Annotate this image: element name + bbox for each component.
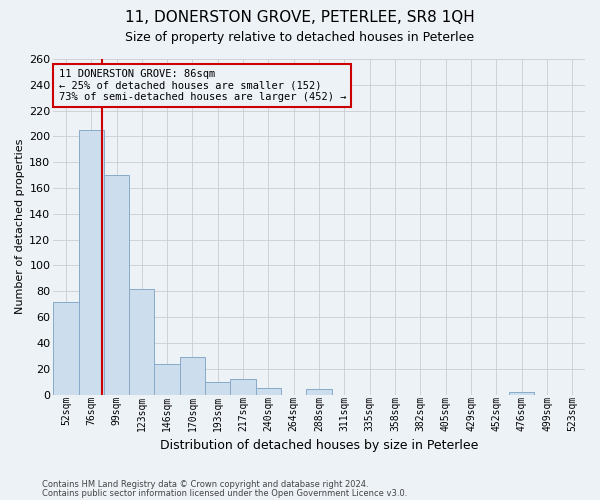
Text: Contains HM Land Registry data © Crown copyright and database right 2024.: Contains HM Land Registry data © Crown c… xyxy=(42,480,368,489)
Bar xyxy=(307,390,332,394)
Bar xyxy=(104,175,129,394)
Bar xyxy=(205,382,230,394)
Text: 11, DONERSTON GROVE, PETERLEE, SR8 1QH: 11, DONERSTON GROVE, PETERLEE, SR8 1QH xyxy=(125,10,475,25)
Text: Size of property relative to detached houses in Peterlee: Size of property relative to detached ho… xyxy=(125,31,475,44)
Bar xyxy=(180,357,205,395)
Bar xyxy=(509,392,535,394)
Y-axis label: Number of detached properties: Number of detached properties xyxy=(15,139,25,314)
Text: 11 DONERSTON GROVE: 86sqm
← 25% of detached houses are smaller (152)
73% of semi: 11 DONERSTON GROVE: 86sqm ← 25% of detac… xyxy=(59,69,346,102)
Bar xyxy=(256,388,281,394)
Bar xyxy=(154,364,180,394)
Bar xyxy=(129,288,154,395)
Text: Contains public sector information licensed under the Open Government Licence v3: Contains public sector information licen… xyxy=(42,490,407,498)
X-axis label: Distribution of detached houses by size in Peterlee: Distribution of detached houses by size … xyxy=(160,440,478,452)
Bar xyxy=(79,130,104,394)
Bar xyxy=(53,302,79,394)
Bar xyxy=(230,379,256,394)
